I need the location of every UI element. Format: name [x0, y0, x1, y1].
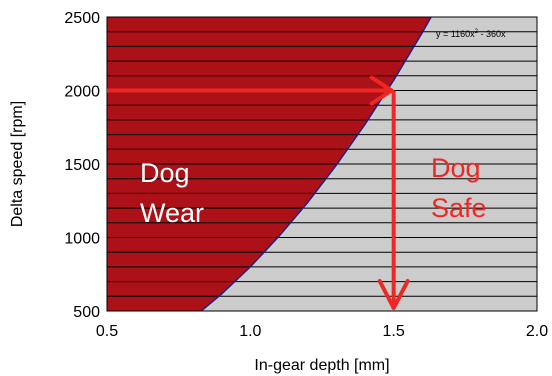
- dog-wear-label: Dog: [140, 158, 190, 188]
- y-tick-label: 1000: [64, 231, 100, 248]
- dog-wear-label: Wear: [140, 198, 204, 228]
- dog-safe-label: Safe: [431, 193, 487, 223]
- y-axis-title: Delta speed [rpm]: [9, 101, 26, 227]
- y-tick-label: 2000: [64, 84, 100, 101]
- dog-safe-label: Dog: [431, 153, 481, 183]
- x-axis-title: In-gear depth [mm]: [254, 357, 389, 374]
- y-tick-label: 1500: [64, 157, 100, 174]
- x-tick-label: 0.5: [96, 323, 118, 340]
- curve-equation: y = 1160x2 - 360x: [436, 29, 506, 39]
- x-tick-label: 1.0: [239, 323, 261, 340]
- y-tick-label: 2500: [64, 10, 100, 27]
- fit-curve: [199, 17, 432, 311]
- plot-frame: [106, 16, 538, 312]
- y-tick-label: 500: [73, 304, 100, 321]
- x-tick-label: 1.5: [383, 323, 405, 340]
- highlight-arrowhead-vertical: [377, 279, 410, 310]
- x-tick-label: 2.0: [526, 323, 548, 340]
